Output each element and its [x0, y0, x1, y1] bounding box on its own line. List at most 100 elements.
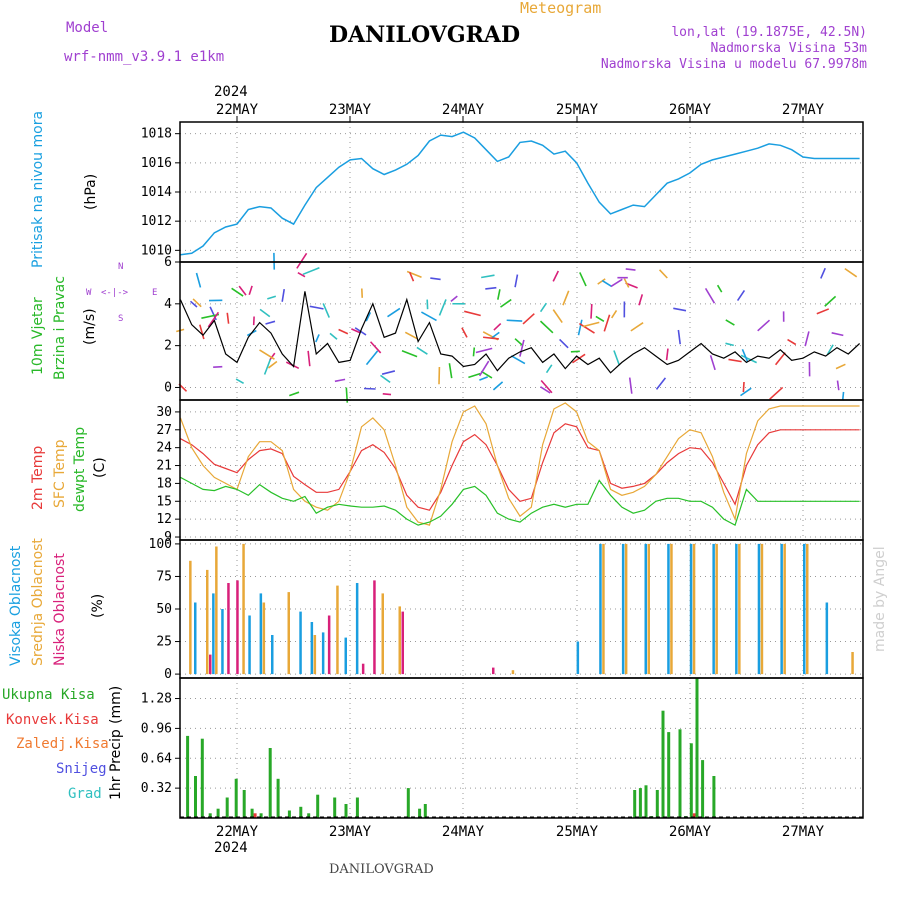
- lonlat-text: lon,lat (19.1875E, 42.5N): [671, 25, 867, 40]
- wind-arrow: [296, 252, 308, 269]
- wind-arrow: [213, 365, 223, 369]
- wind-arrow: [628, 377, 633, 394]
- wind-arrow: [365, 350, 379, 366]
- bottom-day-label: 27MAY: [782, 824, 825, 840]
- wind-arrow: [831, 332, 844, 337]
- bottom-day-label: 24MAY: [442, 824, 485, 840]
- wind-arrow: [741, 348, 749, 363]
- legend-grad: Grad: [68, 786, 102, 802]
- wind-arrow: [334, 378, 346, 383]
- convective-precip-bar: [253, 813, 257, 818]
- legend-snijeg: Snijeg: [56, 761, 107, 777]
- temp-dewpt-line: [180, 476, 860, 526]
- wind-arrow: [522, 313, 535, 325]
- total-precip-bar: [234, 778, 238, 818]
- total-precip-bar: [307, 813, 311, 818]
- wind-arrow: [740, 387, 752, 397]
- top-day-label: 27MAY: [782, 102, 825, 118]
- wind-arrow: [207, 311, 220, 328]
- wind-arrow: [610, 278, 623, 288]
- total-precip-bar: [287, 810, 291, 818]
- high-cloud-bar: [644, 543, 647, 675]
- wind-arrow: [485, 286, 497, 290]
- wind-arrow: [590, 304, 593, 319]
- y-tick-label: 15: [156, 494, 172, 509]
- wind-arrow: [259, 308, 271, 318]
- wind-arrow: [265, 320, 276, 325]
- high-cloud-bar: [194, 602, 197, 675]
- y-tick-label: 27: [156, 423, 172, 438]
- high-cloud-bar: [259, 593, 263, 675]
- total-precip-bar: [667, 732, 671, 818]
- bottom-year-label: 2024: [214, 840, 248, 856]
- panel-frame: [179, 261, 864, 401]
- wind-arrow: [725, 319, 735, 326]
- wind-arrow: [322, 303, 330, 318]
- wind-arrow: [269, 352, 276, 361]
- top-day-label: 24MAY: [442, 102, 485, 118]
- high-cloud-bar: [248, 615, 251, 675]
- bottom-day-label: 22MAY: [216, 824, 259, 840]
- model-elevation-text: Nadmorska Visina u modelu 67.9978m: [600, 57, 867, 72]
- y-tick-label: 12: [156, 512, 172, 527]
- footer-station: DANILOVGRAD: [329, 862, 434, 877]
- wind-arrow: [510, 355, 526, 365]
- wind-arrow: [238, 285, 247, 296]
- high-cloud-bar: [271, 635, 274, 675]
- wind-arrow: [315, 334, 320, 343]
- mid-cloud-bar: [313, 635, 317, 675]
- wind-arrow: [380, 374, 391, 384]
- high-cloud-bar: [667, 543, 670, 675]
- total-precip-bar: [633, 790, 637, 818]
- wind-arrow: [623, 278, 630, 288]
- wind-arrow: [540, 379, 553, 394]
- legend-ukupna: Ukupna Kisa: [2, 687, 95, 703]
- wind-arrow: [709, 355, 716, 371]
- wind-arrow: [468, 372, 481, 379]
- total-precip-bar: [655, 790, 659, 818]
- total-precip-bar: [406, 788, 410, 818]
- high-cloud-bar: [355, 583, 359, 675]
- wind-arrow: [263, 359, 272, 375]
- wind-arrow: [655, 377, 667, 390]
- mid-cloud-bar: [262, 602, 266, 675]
- top-year-label: 2024: [214, 84, 248, 100]
- wind-arrow: [677, 329, 681, 345]
- total-precip-bar: [333, 797, 337, 818]
- wind-arrow: [506, 319, 523, 322]
- wind-arrow: [519, 339, 525, 357]
- high-cloud-bar: [599, 543, 602, 675]
- wind-arrow: [572, 353, 586, 364]
- high-cloud-bar: [757, 543, 761, 675]
- wind-arrow: [479, 376, 488, 381]
- y-tick-label: 1012: [141, 214, 172, 229]
- wind-arrow: [438, 299, 447, 316]
- low-cloud-bar: [327, 615, 331, 675]
- total-precip-bar: [678, 729, 682, 818]
- temp-2m-line: [180, 423, 860, 511]
- wind-arrow: [226, 312, 230, 324]
- wind-arrow: [579, 272, 587, 287]
- mid-cloud-bar: [692, 543, 696, 675]
- legend-konvek: Konvek.Kisa: [6, 712, 99, 728]
- wind-arrow: [539, 302, 548, 313]
- wind-arrow: [492, 381, 504, 391]
- wind-arrow: [404, 331, 419, 340]
- total-precip-bar: [259, 813, 263, 818]
- wind-arrow: [406, 270, 422, 278]
- wind-arrow: [329, 332, 338, 340]
- wind-arrow: [267, 360, 278, 369]
- total-precip-bar: [242, 790, 246, 818]
- total-precip-bar: [200, 738, 204, 818]
- total-precip-bar: [355, 797, 359, 818]
- wind-arrow: [716, 284, 723, 293]
- y-tick-label: 4: [164, 297, 172, 312]
- wind-arrow: [281, 288, 286, 302]
- wind-arrow: [625, 268, 636, 271]
- bottom-day-label: 25MAY: [556, 824, 599, 840]
- total-precip-bar: [344, 804, 348, 818]
- product-title: Meteogram: [520, 0, 602, 17]
- compass-n: N: [118, 262, 124, 272]
- wind-arrow: [382, 393, 392, 396]
- wind-arrow: [192, 298, 202, 308]
